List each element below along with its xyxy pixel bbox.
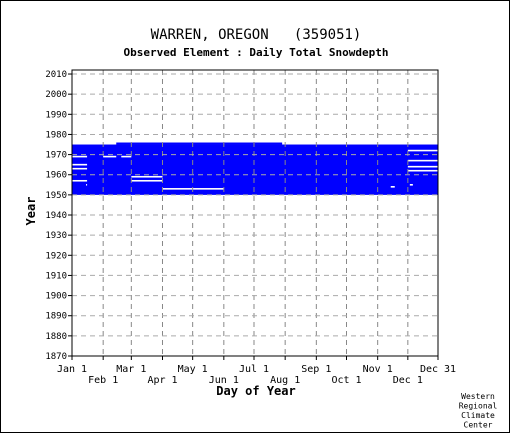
missing-data-gap	[162, 188, 224, 190]
x-tick-label: Feb 1	[88, 375, 118, 386]
missing-data-gap	[407, 159, 438, 162]
y-tick-label: 2010	[45, 70, 67, 80]
y-tick-label: 1970	[45, 151, 67, 161]
data-block	[72, 144, 438, 195]
missing-data-gap	[407, 165, 438, 168]
y-tick-label: 1930	[45, 231, 67, 241]
y-tick-label: 1880	[45, 332, 67, 342]
x-tick-label: Mar 1	[116, 364, 146, 375]
missing-data-gap	[288, 196, 438, 198]
y-tick-label: 1920	[45, 251, 67, 261]
y-tick-label: 1980	[45, 130, 67, 140]
missing-data-gap	[131, 175, 163, 178]
missing-data-gap	[131, 179, 163, 182]
data-block	[116, 142, 283, 145]
missing-data-gap	[103, 155, 117, 158]
missing-data-gap	[86, 184, 88, 186]
missing-data-gap	[390, 186, 395, 188]
x-tick-label: Jun 1	[209, 375, 239, 386]
missing-data-gap	[72, 167, 88, 170]
x-tick-label: May 1	[178, 364, 208, 375]
x-tick-label: Oct 1	[331, 375, 361, 386]
chart-title: WARREN, OREGON (359051)	[151, 27, 362, 43]
y-tick-label: 1960	[45, 171, 67, 181]
x-tick-label: Jan 1	[57, 364, 87, 375]
y-axis-title: Year	[24, 197, 38, 226]
x-tick-label: Dec 31	[420, 364, 456, 375]
x-tick-label: Sep 1	[301, 364, 331, 375]
chart-subtitle: Observed Element : Daily Total Snowdepth	[124, 46, 389, 59]
missing-data-gap	[409, 184, 413, 186]
missing-data-gap	[72, 179, 88, 182]
y-tick-label: 2000	[45, 90, 67, 100]
credit-line: Center	[464, 421, 493, 430]
y-tick-label: 1950	[45, 191, 67, 201]
missing-data-gap	[407, 169, 438, 172]
plot-background	[72, 70, 438, 356]
y-tick-label: 1910	[45, 271, 67, 281]
x-tick-label: Nov 1	[363, 364, 393, 375]
credit-line: Regional	[459, 402, 498, 411]
y-tick-label: 1870	[45, 352, 67, 362]
y-tick-label: 1890	[45, 312, 67, 322]
x-tick-label: Jul 1	[239, 364, 269, 375]
missing-data-gap	[72, 155, 88, 158]
y-tick-label: 1900	[45, 292, 67, 302]
y-tick-label: 1940	[45, 211, 67, 221]
x-tick-label: Dec 1	[393, 375, 423, 386]
missing-data-gap	[407, 149, 438, 152]
credit-line: Climate	[461, 411, 495, 420]
missing-data-gap	[121, 155, 132, 158]
plot-border	[71, 69, 439, 357]
x-axis-title: Day of Year	[216, 384, 295, 398]
x-tick-label: Apr 1	[147, 375, 177, 386]
x-tick-label: Aug 1	[270, 375, 300, 386]
y-tick-label: 1990	[45, 110, 67, 120]
missing-data-gap	[72, 163, 88, 166]
credit-line: Western	[461, 392, 495, 401]
plot-area: 2010 2000 1990 1980 1970 1960 1950 1940 1930 1920…	[45, 69, 456, 386]
